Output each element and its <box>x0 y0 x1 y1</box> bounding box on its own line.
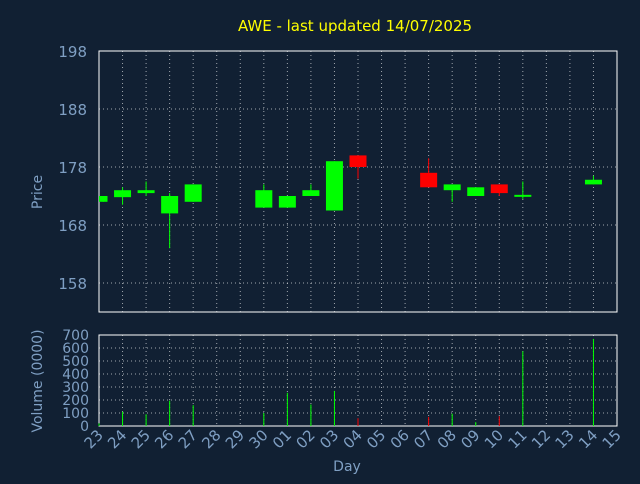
volume-tick-label: 700 <box>62 328 89 344</box>
day-tick-label: 02 <box>293 426 319 452</box>
candle-body-down <box>490 184 508 194</box>
day-tick-label: 01 <box>269 426 295 452</box>
volume-tick-label: 0 <box>80 419 89 435</box>
day-tick-label: 05 <box>363 426 389 452</box>
candle-body-up <box>278 196 296 208</box>
volume-tick-label: 300 <box>62 380 89 396</box>
candle-body-up <box>161 196 179 214</box>
candle-body-up <box>514 194 532 197</box>
day-tick-label: 28 <box>198 426 224 452</box>
candle-body-up <box>467 187 485 196</box>
price-axis-label: Price <box>30 175 46 209</box>
day-tick-label: 12 <box>528 426 554 452</box>
day-tick-label: 27 <box>175 426 201 452</box>
volume-tick-label: 400 <box>62 367 89 383</box>
day-tick-label: 26 <box>151 426 177 452</box>
volume-tick-label: 100 <box>62 406 89 422</box>
day-tick-label: 10 <box>481 426 507 452</box>
day-tick-label: 24 <box>104 426 130 452</box>
candle-body-up <box>255 190 273 208</box>
candle-body-down <box>420 172 438 188</box>
day-tick-label: 29 <box>222 426 248 452</box>
volume-tick-label: 600 <box>62 341 89 357</box>
price-tick-label: 198 <box>58 43 87 61</box>
plot-layer: 1981881781681587006005004003002001000232… <box>58 43 624 452</box>
day-tick-label: 06 <box>387 426 413 452</box>
day-tick-label: 25 <box>128 426 154 452</box>
volume-plot-frame <box>98 334 618 427</box>
candle-body-up <box>137 190 155 194</box>
candle-body-up <box>114 190 132 198</box>
day-tick-label: 04 <box>340 426 366 452</box>
candle-body-up <box>584 179 602 185</box>
day-axis-label: Day <box>333 459 361 475</box>
volume-tick-label: 200 <box>62 393 89 409</box>
chart-title: AWE - last updated 14/07/2025 <box>238 17 472 35</box>
day-tick-label: 13 <box>552 426 578 452</box>
day-tick-label: 30 <box>245 426 271 452</box>
candle-body-up <box>184 184 202 202</box>
price-tick-label: 188 <box>58 101 87 119</box>
day-tick-label: 03 <box>316 426 342 452</box>
candle-body-up <box>99 196 108 202</box>
volume-axis-label: Volume (0000) <box>30 329 46 432</box>
day-tick-label: 08 <box>434 426 460 452</box>
day-tick-label: 11 <box>504 426 530 452</box>
price-tick-label: 178 <box>58 159 87 177</box>
day-tick-label: 09 <box>457 426 483 452</box>
day-tick-label: 15 <box>599 426 625 452</box>
candle-body-up <box>325 161 343 211</box>
price-tick-label: 158 <box>58 275 87 293</box>
candle-body-up <box>302 190 320 196</box>
price-plot-frame <box>98 50 618 313</box>
day-tick-label: 14 <box>575 426 601 452</box>
candle-body-down <box>349 155 367 167</box>
day-tick-label: 07 <box>410 426 436 452</box>
price-tick-label: 168 <box>58 217 87 235</box>
volume-tick-label: 500 <box>62 354 89 370</box>
candle-body-up <box>443 184 461 191</box>
